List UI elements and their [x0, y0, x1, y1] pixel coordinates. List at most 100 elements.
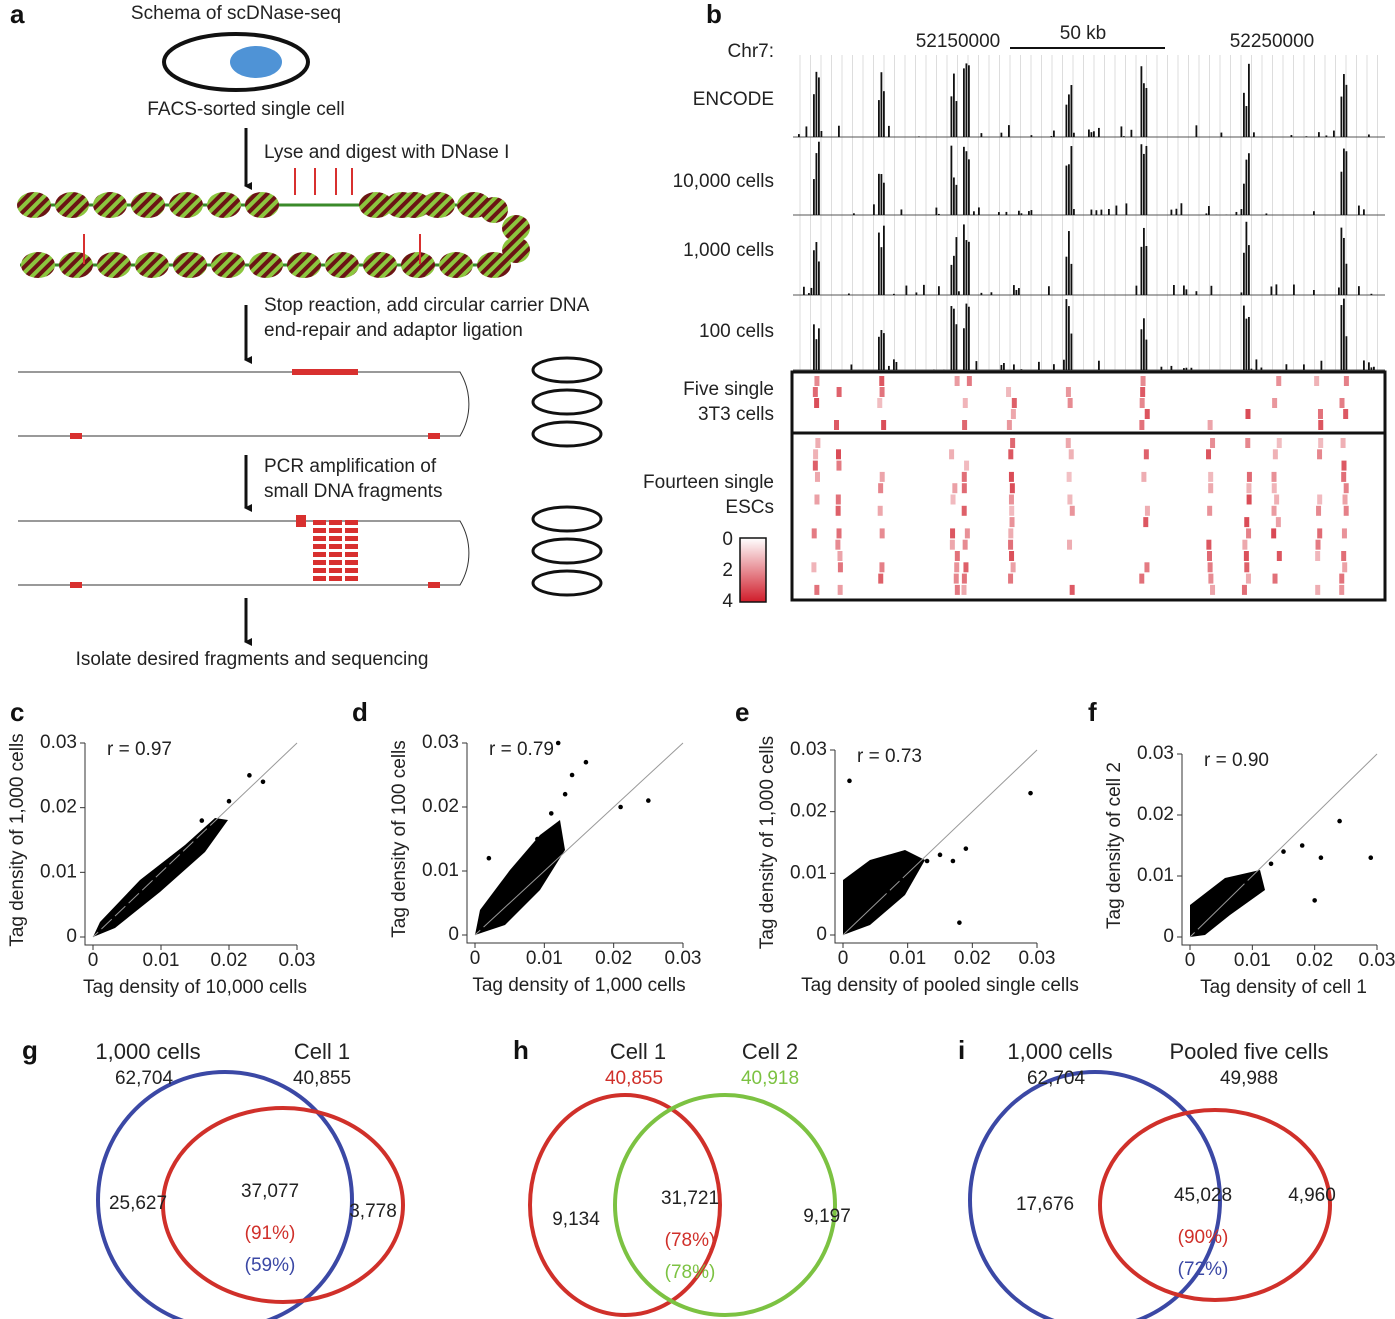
- point: [1256, 873, 1261, 879]
- heatmap-cell: [1276, 438, 1282, 448]
- track-bar: [1345, 84, 1348, 137]
- point-cloud: [93, 818, 228, 937]
- heatmap-cell: [1245, 409, 1251, 419]
- annotation: r = 0.97: [107, 739, 172, 760]
- track-bar: [1170, 209, 1173, 215]
- carrier-dna: [531, 505, 603, 533]
- track-bar: [1070, 85, 1073, 137]
- track-bar: [878, 232, 880, 295]
- heatmap-cell: [1143, 449, 1149, 460]
- track-bar: [1068, 164, 1070, 215]
- point: [479, 926, 485, 931]
- track-bar: [1140, 144, 1143, 215]
- x-tick-label: 0: [838, 948, 849, 969]
- amplified-fragment: [345, 544, 358, 549]
- track-bar: [955, 237, 958, 295]
- track-bar: [1305, 136, 1308, 137]
- heatmap-cell: [1139, 573, 1145, 584]
- overlap: 31,721: [661, 1188, 719, 1209]
- heatmap-cell: [1343, 505, 1349, 516]
- point-cloud: [1190, 870, 1265, 937]
- heatmap-cell: [1244, 562, 1250, 573]
- nucleosome: [439, 252, 473, 278]
- point: [555, 740, 561, 746]
- heatmap-cell: [1276, 551, 1282, 561]
- track-bar: [805, 126, 808, 137]
- track-bar: [1065, 104, 1068, 137]
- heatmap-cell: [1317, 494, 1323, 505]
- track-bar: [1190, 367, 1193, 370]
- heatmap-cell: [1316, 505, 1322, 516]
- track-bar: [1140, 329, 1143, 370]
- track-bar: [895, 361, 898, 370]
- point: [493, 907, 499, 912]
- only-right: 4,960: [1288, 1185, 1336, 1206]
- heatmap-cell: [1245, 573, 1251, 584]
- track-bar: [953, 73, 955, 137]
- track-bar: [950, 264, 953, 295]
- nucleosome: [401, 252, 435, 278]
- track-bar: [955, 101, 958, 137]
- track-bar: [1248, 153, 1250, 215]
- y-axis-label: Tag density of cell 2: [1104, 762, 1125, 929]
- track-bar: [1183, 368, 1185, 370]
- heatmap-cell: [1272, 573, 1278, 584]
- track-bar: [813, 94, 815, 137]
- track-bar: [1030, 210, 1033, 215]
- overlap: 37,077: [241, 1181, 299, 1202]
- track-bar: [1143, 227, 1145, 295]
- heatmap-cell: [1246, 471, 1252, 482]
- amplified-fragment: [329, 568, 342, 573]
- heatmap-cell: [949, 539, 955, 550]
- amplified-fragment: [329, 552, 342, 557]
- heatmap-cell: [1067, 539, 1073, 550]
- track-bar: [1195, 291, 1198, 295]
- heatmap-cell: [837, 551, 843, 561]
- point: [521, 862, 526, 867]
- heatmap-cell: [1246, 483, 1252, 494]
- amplified-fragment: [313, 552, 326, 557]
- track-bar: [1340, 96, 1343, 137]
- legend-tick-label: 4: [722, 591, 733, 612]
- amplified-fragment: [313, 528, 326, 533]
- heatmap-cell: [954, 551, 960, 561]
- track-bar: [1005, 211, 1008, 215]
- x-axis-label: Tag density of cell 1: [1200, 977, 1367, 998]
- track-bar: [1068, 306, 1070, 370]
- track-bar: [1015, 289, 1018, 295]
- track-bar: [990, 292, 993, 295]
- heatmap-cell: [836, 528, 842, 539]
- track-bar: [1343, 148, 1345, 215]
- reference-line: [1189, 753, 1378, 938]
- track-bar: [1340, 305, 1343, 370]
- track-bar: [893, 359, 895, 370]
- heatmap-cell: [1315, 551, 1321, 561]
- set-count: 40,855: [293, 1068, 351, 1089]
- heatmap-cell: [877, 398, 883, 408]
- track-bar: [1343, 298, 1345, 370]
- panel-label: e: [735, 697, 749, 727]
- track-bar: [938, 213, 940, 215]
- track-bar: [803, 286, 805, 295]
- track-bar: [975, 361, 978, 370]
- heatmap-cell: [1341, 471, 1347, 482]
- track-bar: [1000, 364, 1003, 370]
- heatmap-cell: [1008, 539, 1014, 550]
- heatmap-cell: [1207, 562, 1213, 573]
- track-bar: [1240, 292, 1243, 295]
- heatmap-cell: [835, 539, 841, 550]
- y-tick-label: 0: [1163, 926, 1174, 947]
- point: [535, 836, 540, 842]
- heatmap-cell: [954, 562, 960, 573]
- track-bar: [1370, 367, 1373, 370]
- track-bar: [848, 293, 850, 295]
- track-bar: [1145, 88, 1148, 137]
- heatmap-cell: [1317, 528, 1323, 539]
- schema-title: Schema of scDNase-seq: [131, 3, 341, 24]
- track-label: ENCODE: [693, 89, 774, 110]
- nucleosome: [97, 252, 131, 278]
- track-bar: [963, 328, 965, 370]
- heatmap-cell: [1009, 505, 1015, 516]
- track-bar: [1208, 206, 1210, 215]
- point: [583, 759, 589, 765]
